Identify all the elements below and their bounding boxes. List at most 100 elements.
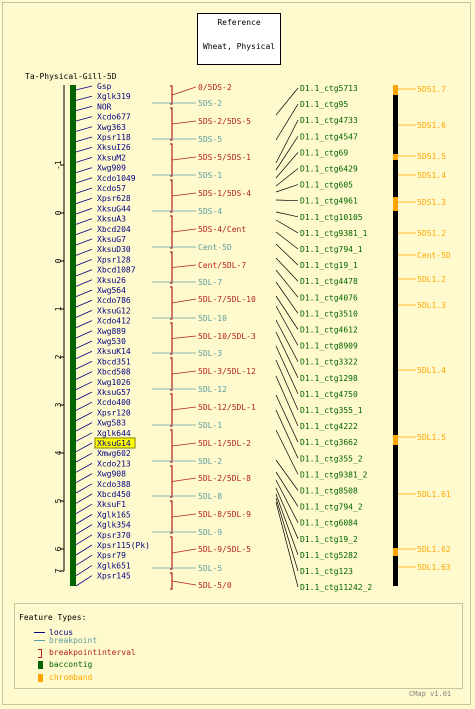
locus-label[interactable]: Xbcd1087 [97,266,136,275]
locus-label[interactable]: Xwg908 [97,470,126,479]
chromband-label[interactable]: 5DS1.6 [417,121,446,130]
contig-label[interactable]: D1.1_ctg9381_2 [300,470,368,479]
locus-label[interactable]: XksuG44 [97,204,131,213]
locus-label[interactable]: Xcdo677 [97,113,131,122]
breakpoint-label[interactable]: 5DL-8 [198,492,222,501]
locus-label[interactable]: Xwg909 [97,164,126,173]
locus-label[interactable]: Xglk644 [97,429,131,438]
locus-label[interactable]: Xglk319 [97,92,131,101]
locus-label[interactable]: Xcdo213 [97,459,131,468]
locus-label[interactable]: Xpsr145 [97,572,131,581]
chromband-label[interactable]: 5DL1.4 [417,366,446,375]
interval-label[interactable]: 5DL-5/0 [198,581,232,590]
locus-label[interactable]: XksuG14 [97,439,131,448]
locus-label[interactable]: Xbcd204 [97,225,131,234]
breakpoint-label[interactable]: 5DL-9 [198,528,222,537]
chromband-label[interactable]: 5DS1.2 [417,229,446,238]
interval-label[interactable]: 5DS-2/5DS-5 [198,117,251,126]
contig-label[interactable]: D1.1_ctg11242_2 [300,583,372,592]
interval-label[interactable]: 5DS-4/Cent [198,225,246,234]
interval-label[interactable]: 5DL-8/5DL-9 [198,510,251,519]
chromband-label[interactable]: 5DL1.2 [417,275,446,284]
locus-label[interactable]: Xpsr120 [97,408,131,417]
locus-label[interactable]: XksuA3 [97,215,126,224]
contig-label[interactable]: D1.1_ctg3322 [300,358,358,367]
locus-label[interactable]: XksuG57 [97,388,131,397]
locus-label[interactable]: XksuM2 [97,153,126,162]
contig-label[interactable]: D1.1_ctg4076 [300,293,358,302]
locus-label[interactable]: Xbcd450 [97,490,131,499]
locus-label[interactable]: Xwg1026 [97,378,131,387]
locus-label[interactable]: Xpsr128 [97,255,131,264]
breakpoint-label[interactable]: 5DL-3 [198,349,222,358]
breakpoint-label[interactable]: 5DL-12 [198,385,227,394]
locus-label[interactable]: Xpsr628 [97,194,131,203]
locus-label[interactable]: Xcdo400 [97,398,131,407]
locus-label[interactable]: Xwg564 [97,286,126,295]
locus-label[interactable]: Xksu26 [97,276,126,285]
breakpoint-label[interactable]: 5DL-10 [198,314,227,323]
contig-label[interactable]: D1.1_ctg605 [300,181,353,190]
map-title[interactable]: Ta-Physical-Gill-5D [25,72,117,81]
breakpoint-label[interactable]: 5DL-5 [198,564,222,573]
contig-label[interactable]: D1.1_ctg4961 [300,197,358,206]
contig-label[interactable]: D1.1_ctg4612 [300,326,358,335]
interval-label[interactable]: Cent/5DL-7 [198,261,246,270]
locus-label[interactable]: Xwg363 [97,123,126,132]
chromband-label[interactable]: 5DS1.3 [417,198,446,207]
interval-label[interactable]: 5DL-3/5DL-12 [198,367,256,376]
locus-label[interactable]: Xglk354 [97,521,131,530]
interval-label[interactable]: 5DS-1/5DS-4 [198,189,251,198]
contig-label[interactable]: D1.1_ctg4750 [300,390,358,399]
breakpoint-label[interactable]: 5DL-2 [198,457,222,466]
chromband-label[interactable]: 5DS1.4 [417,171,446,180]
contig-label[interactable]: D1.1_ctg8508 [300,487,358,496]
locus-label[interactable]: Xbcd508 [97,368,131,377]
chromband-label[interactable]: 5DL1.5 [417,433,446,442]
contig-label[interactable]: D1.1_ctg4222 [300,422,358,431]
chromband-label[interactable]: 5DL1.61 [417,490,451,499]
locus-label[interactable]: Xwg583 [97,419,126,428]
chromband-label[interactable]: 5DL1.63 [417,563,451,572]
chromband-bar[interactable] [393,85,398,586]
chromband-label[interactable]: 5DL1.62 [417,545,451,554]
locus-label[interactable]: Xcdo786 [97,296,131,305]
locus-label[interactable]: XksuD30 [97,245,131,254]
chromband-label[interactable]: 5DS1.5 [417,152,446,161]
locus-label[interactable]: Xpsr115(Pk) [97,541,150,550]
locus-label[interactable]: Xpsr370 [97,531,131,540]
contig-label[interactable]: D1.1_ctg123 [300,567,353,576]
contig-label[interactable]: D1.1_ctg4478 [300,277,358,286]
contig-label[interactable]: D1.1_ctg794_1 [300,245,363,254]
reference-box[interactable]: Reference Wheat, Physical [197,13,281,65]
locus-label[interactable]: Xglk651 [97,561,131,570]
locus-label[interactable]: XksuF1 [97,500,126,509]
locus-label[interactable]: Xpsr79 [97,551,126,560]
locus-label[interactable]: Xbcd351 [97,357,131,366]
breakpoint-label[interactable]: 5DS-2 [198,99,222,108]
contig-label[interactable]: D1.1_ctg69 [300,148,348,157]
interval-label[interactable]: 5DL-7/5DL-10 [198,295,256,304]
interval-label[interactable]: 0/5DS-2 [198,83,232,92]
contig-label[interactable]: D1.1_ctg3510 [300,309,358,318]
chromband-label[interactable]: 5DL1.3 [417,301,446,310]
breakpoint-label[interactable]: 5DS-4 [198,207,222,216]
locus-label[interactable]: Xcdo1049 [97,174,136,183]
chromosome-bar[interactable] [70,85,76,586]
breakpoint-label[interactable]: 5DS-5 [198,135,222,144]
contig-label[interactable]: D1.1_ctg355_1 [300,406,363,415]
locus-label[interactable]: Xglk165 [97,510,131,519]
locus-label[interactable]: Xcdo57 [97,184,126,193]
locus-label[interactable]: NOR [97,102,112,111]
locus-label[interactable]: XksuG12 [97,306,131,315]
locus-label[interactable]: Xpsr118 [97,133,131,142]
locus-label[interactable]: Gsp [97,82,112,91]
contig-label[interactable]: D1.1_ctg355_2 [300,454,363,463]
locus-label[interactable]: Xwg530 [97,337,126,346]
locus-label[interactable]: XksuK14 [97,347,131,356]
locus-label[interactable]: XksuG7 [97,235,126,244]
contig-label[interactable]: D1.1_ctg6429 [300,165,358,174]
breakpoint-label[interactable]: Cent-5D [198,243,232,252]
contig-label[interactable]: D1.1_ctg3662 [300,438,358,447]
contig-label[interactable]: D1.1_ctg8909 [300,342,358,351]
